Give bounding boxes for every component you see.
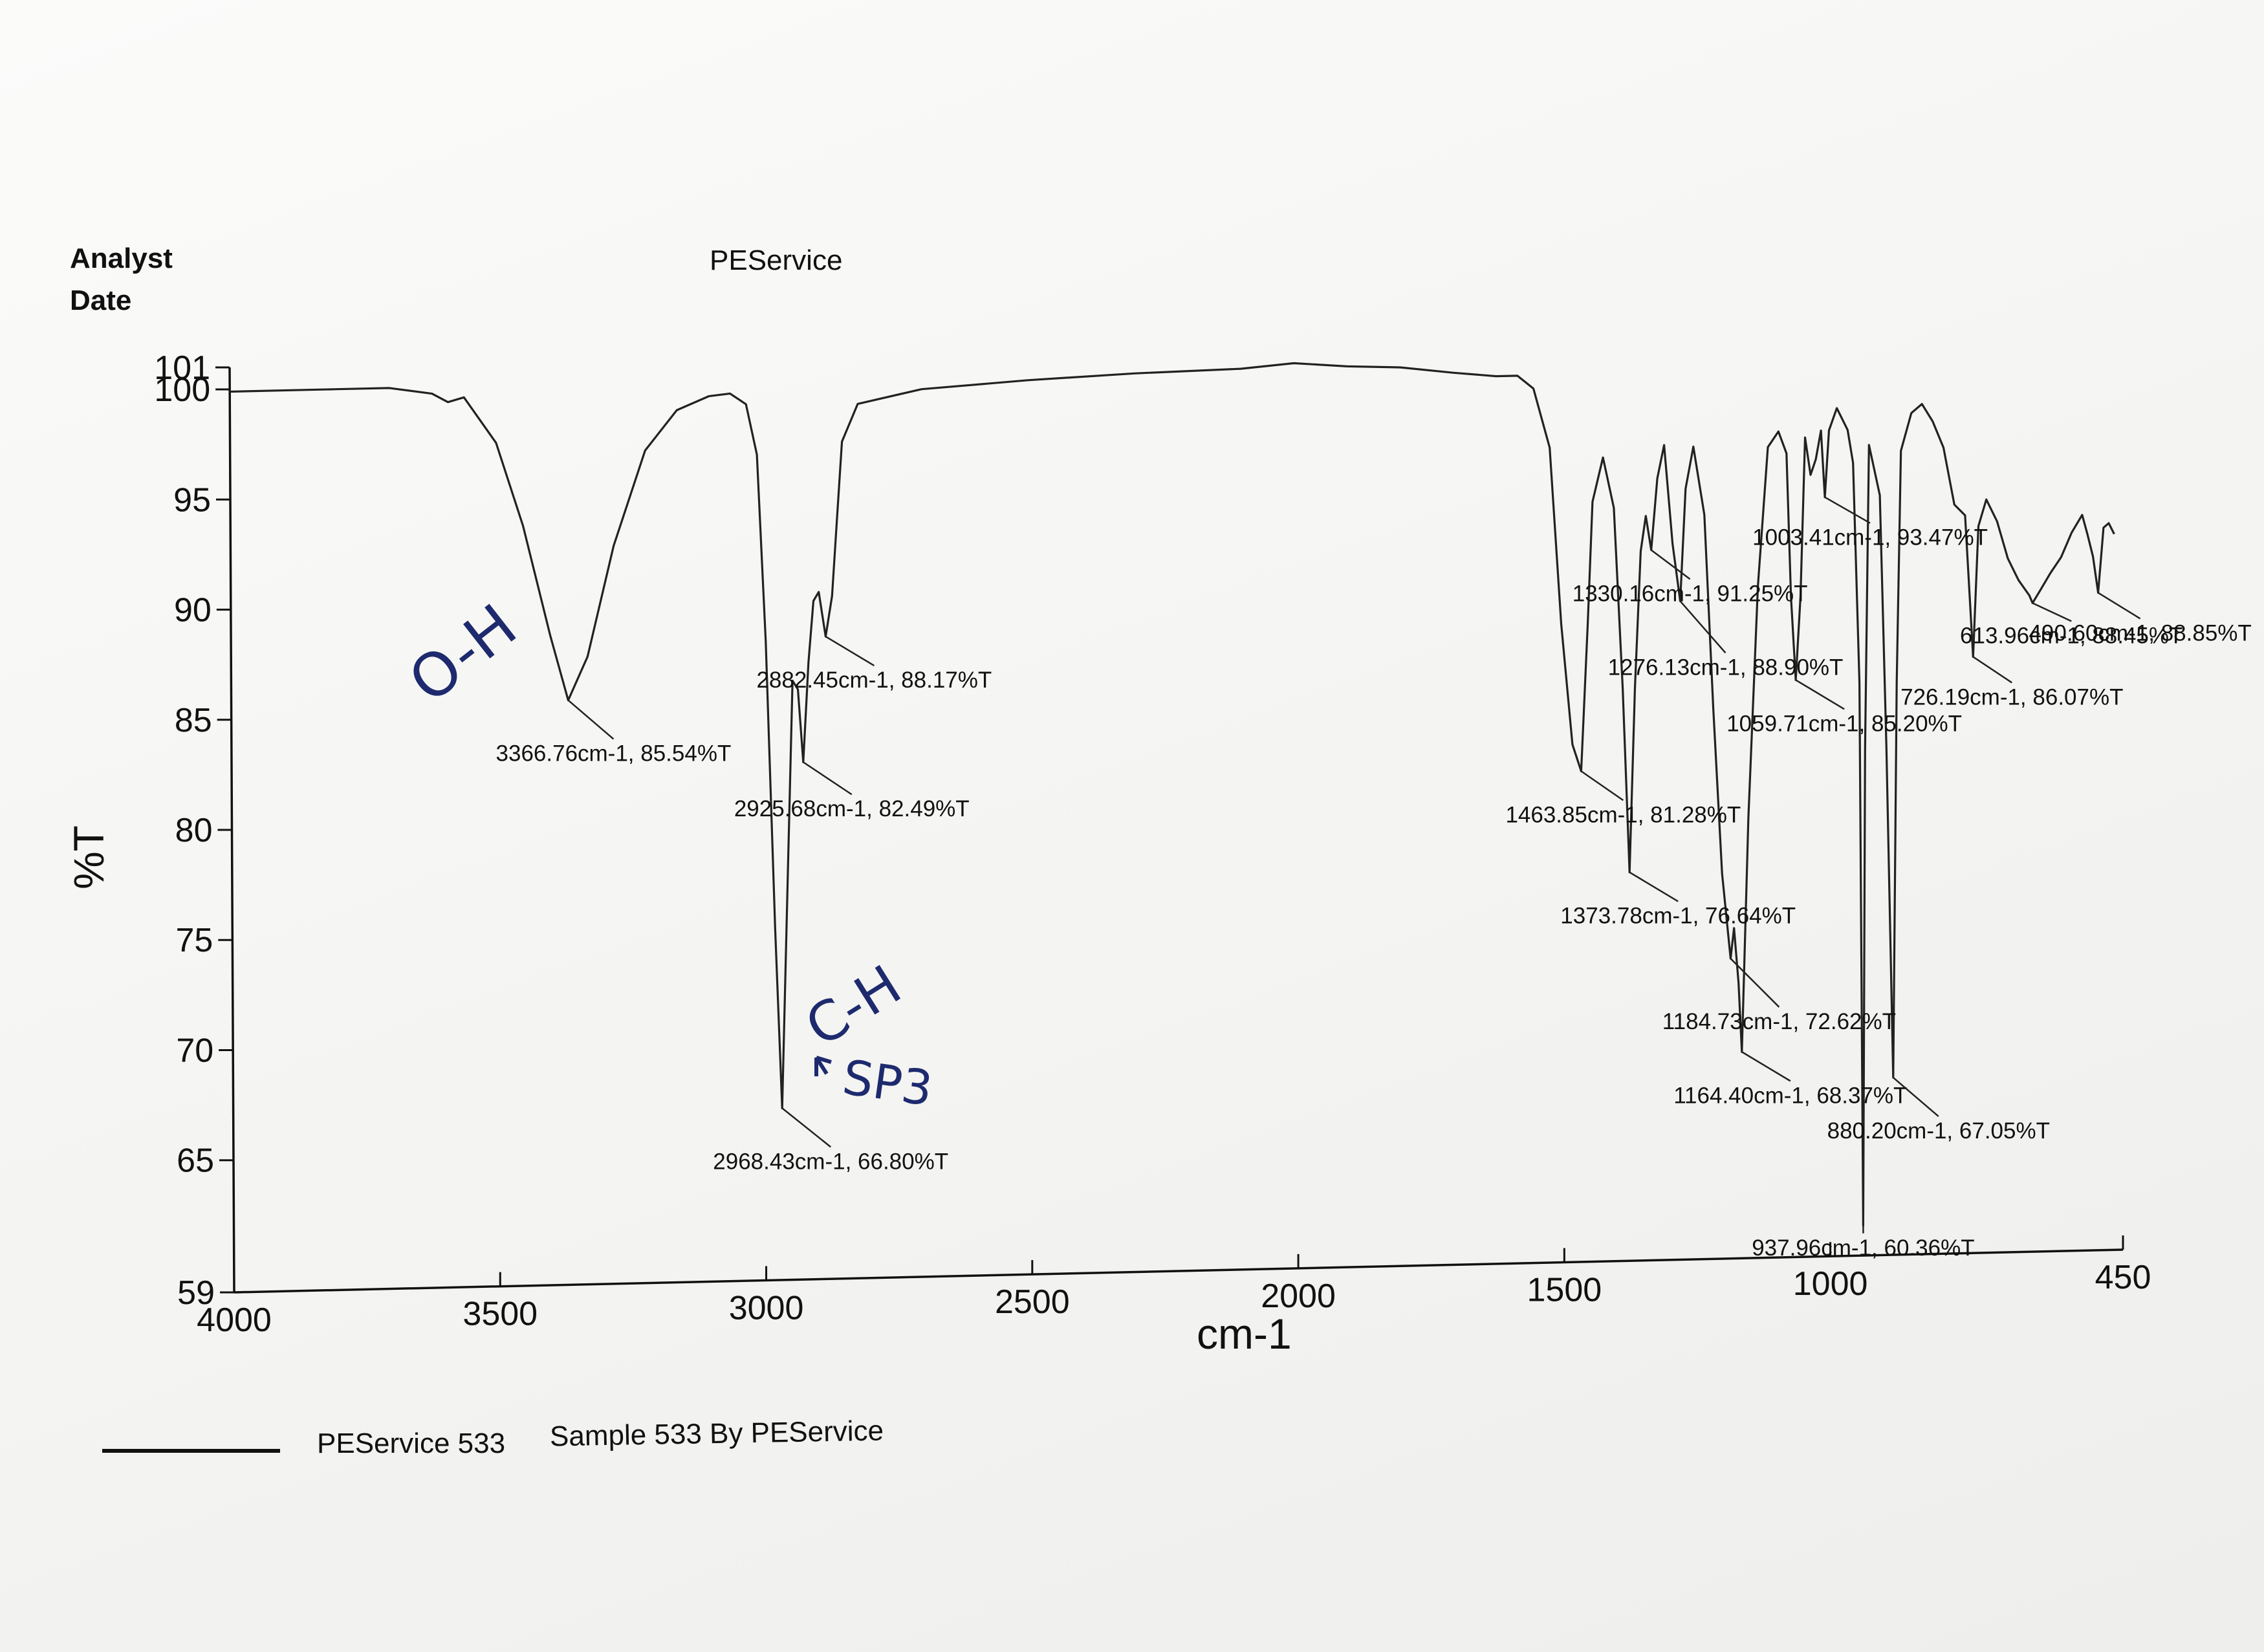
handwritten-oh: O-H <box>397 591 530 717</box>
x-tick-label: 4000 <box>197 1301 272 1339</box>
y-tick-label: 100 <box>154 371 210 409</box>
peak-label: 1164.40cm-1, 68.37%T <box>1673 1083 1907 1108</box>
peak-leader-line <box>1824 496 1871 524</box>
peak-label: 2882.45cm-1, 88.17%T <box>756 668 992 693</box>
peak-leader-line <box>1972 656 2013 684</box>
y-axis-title: %T <box>65 825 113 889</box>
x-tick-label: 2500 <box>995 1283 1070 1321</box>
x-tick-label: 450 <box>2095 1259 2151 1296</box>
peak-leader-line <box>1650 549 1691 580</box>
peak-leader-line <box>1795 679 1845 710</box>
peak-label: 613.96cm-1, 88.45%T <box>1960 623 2182 648</box>
legend-series-name: PEService 533 <box>317 1428 506 1459</box>
y-tick-label: 85 <box>175 702 212 739</box>
x-tick-label: 3500 <box>463 1296 538 1333</box>
peak-leader-line <box>2032 602 2072 622</box>
x-tick-label: 2000 <box>1261 1277 1336 1315</box>
peak-leader-line <box>1580 770 1624 801</box>
y-tick-label: 80 <box>175 812 213 849</box>
peak-label: 2968.43cm-1, 66.80%T <box>713 1149 948 1174</box>
x-tick-label: 1500 <box>1527 1272 1602 1309</box>
peak-label: 937.96cm-1, 60.36%T <box>1752 1235 1974 1261</box>
spectrum-line <box>230 362 2115 1227</box>
x-axis-title: cm-1 <box>1197 1310 1292 1358</box>
peak-label: 2925.68cm-1, 82.49%T <box>734 796 970 821</box>
peak-leader-line <box>1730 958 1780 1008</box>
peak-leader-line <box>2097 592 2141 620</box>
handwritten-sp3: SP3 <box>839 1050 935 1117</box>
y-tick-label: 75 <box>175 922 213 959</box>
peak-label: 490.60cm-1, 88.85%T <box>2029 620 2251 646</box>
x-axis-line <box>234 1248 2124 1294</box>
legend-swatch <box>102 1449 280 1453</box>
peak-leader-line <box>1741 1051 1791 1082</box>
peak-label: 1373.78cm-1, 76.64%T <box>1560 904 1796 929</box>
y-tick-label: 59 <box>177 1274 215 1312</box>
peak-label: 1463.85cm-1, 81.28%T <box>1505 802 1741 827</box>
peak-label: 3366.76cm-1, 85.54%T <box>496 741 732 766</box>
peak-label: 726.19cm-1, 86.07%T <box>1900 684 2123 710</box>
peak-label: 1330.16cm-1, 91.25%T <box>1573 581 1808 606</box>
chart-title: PEService <box>710 245 843 276</box>
handwritten-ch: C-H <box>795 953 912 1059</box>
peak-leader-line <box>781 1107 831 1148</box>
peak-label: 1003.41cm-1, 93.47%T <box>1752 525 1988 550</box>
peak-label: 880.20cm-1, 67.05%T <box>1827 1118 2050 1144</box>
x-tick-label: 3000 <box>729 1289 804 1327</box>
peak-leader-line <box>825 635 875 667</box>
y-tick-label: 95 <box>173 481 211 519</box>
peak-leader-line <box>567 699 615 740</box>
y-tick-label: 101 <box>154 349 210 387</box>
analyst-label: Analyst <box>70 243 173 274</box>
peak-leader-line <box>1892 1076 1939 1117</box>
date-label: Date <box>70 285 132 316</box>
peak-leader-line <box>1629 871 1679 902</box>
y-tick-label: 70 <box>176 1032 213 1069</box>
x-tick-label: 1000 <box>1793 1265 1868 1303</box>
peak-leader-line <box>803 761 853 796</box>
y-tick-label: 65 <box>177 1142 214 1180</box>
peak-annotations: 3366.76cm-1, 85.54%T 2968.43cm-1, 66.80%T… <box>496 496 2252 1261</box>
x-axis-ticks: 4000 3500 3000 2500 2000 1500 1000 450 <box>197 1235 2151 1339</box>
y-tick-label: 90 <box>174 592 212 629</box>
handwritten-arrow-icon <box>814 1056 832 1076</box>
legend-description: Sample 533 By PEService <box>549 1415 884 1453</box>
peak-label: 1059.71cm-1, 85.20%T <box>1726 711 1962 736</box>
peak-label: 1276.13cm-1, 88.90%T <box>1608 655 1844 680</box>
peak-leader-line <box>1679 600 1726 654</box>
peak-label: 1184.73cm-1, 72.62%T <box>1662 1009 1896 1034</box>
